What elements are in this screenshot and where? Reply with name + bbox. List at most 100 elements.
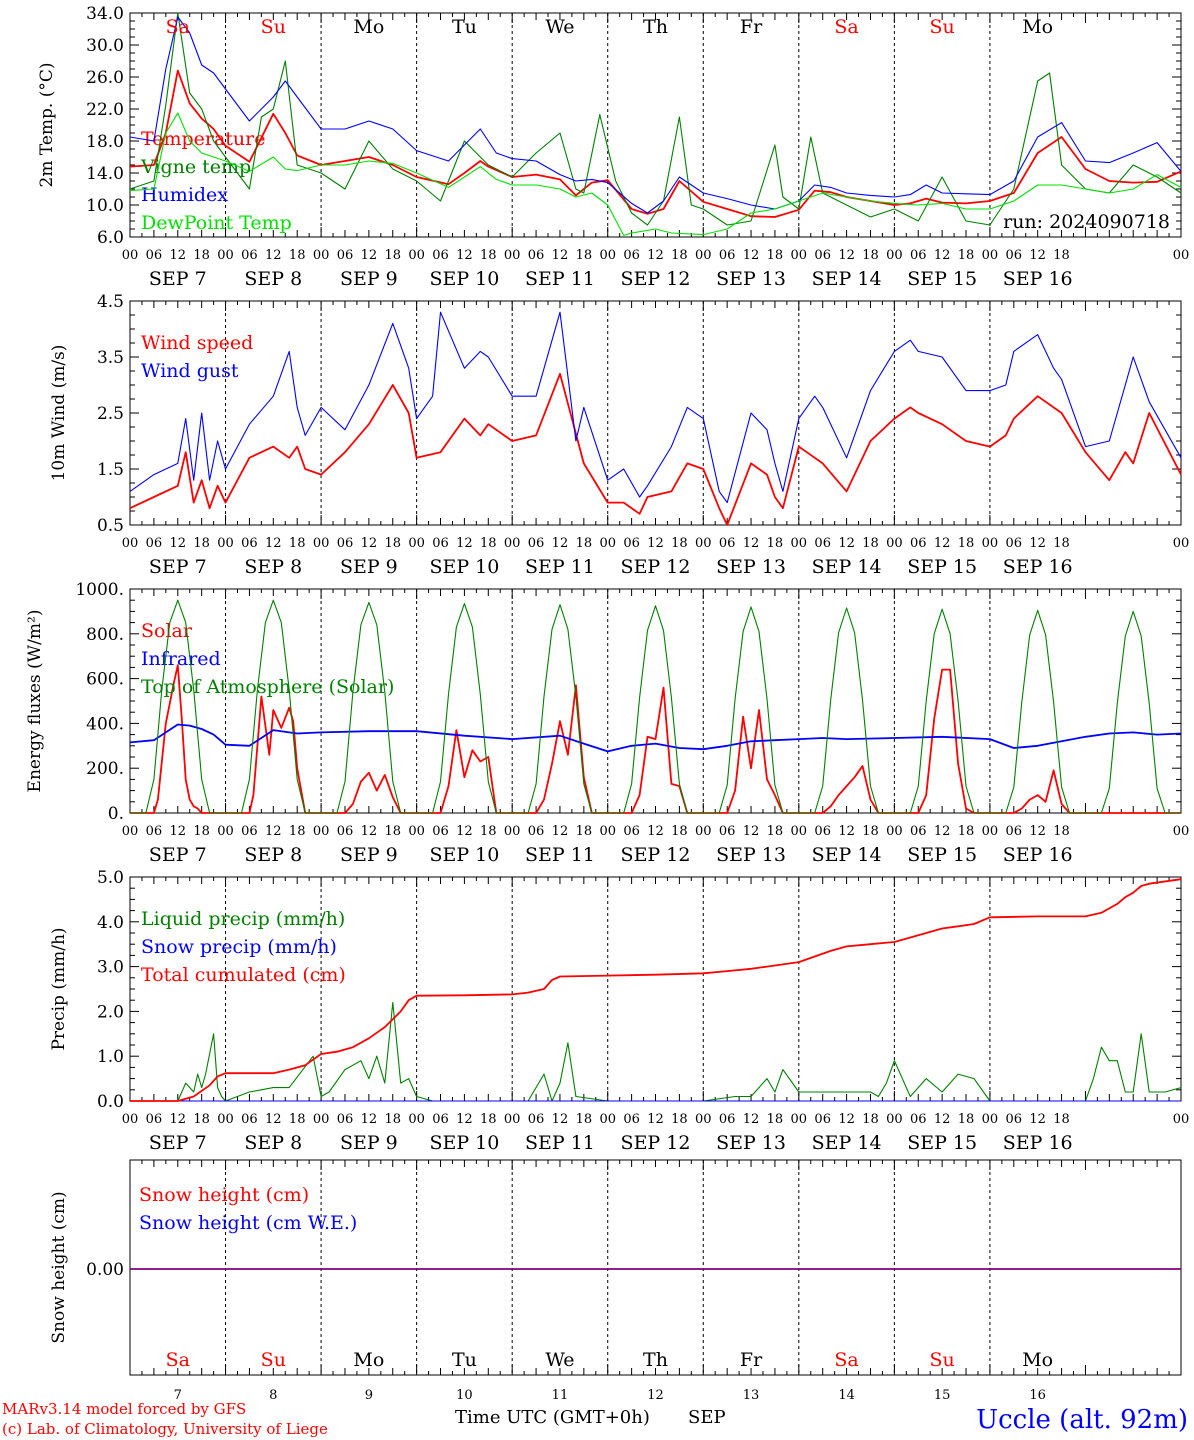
date-label: SEP 13 <box>716 1132 786 1154</box>
hour-tick-label: 00 <box>982 248 999 263</box>
hour-tick-label: 00 <box>695 536 712 551</box>
hour-tick-label: 12 <box>169 824 186 839</box>
y-tick-label: 0.5 <box>97 516 124 536</box>
hour-tick-label: 06 <box>719 536 736 551</box>
date-label: SEP 14 <box>812 556 882 578</box>
legend-entry: Temperature <box>141 128 265 150</box>
hour-tick-label: 06 <box>337 824 354 839</box>
hour-tick-label: 06 <box>1006 824 1023 839</box>
hour-tick-label: 06 <box>528 824 545 839</box>
weekday-label: Mo <box>1022 1349 1053 1371</box>
hour-tick-label: 18 <box>193 824 210 839</box>
date-label: SEP 10 <box>429 268 499 290</box>
hour-tick-label: 12 <box>743 248 760 263</box>
hour-tick-label: 00 <box>791 1112 808 1127</box>
y-tick-label: 4.5 <box>97 292 124 312</box>
hour-tick-label: 00 <box>886 536 903 551</box>
hour-tick-label: 00 <box>122 248 139 263</box>
hour-tick-label: 12 <box>265 1112 282 1127</box>
weekday-label: Tu <box>452 16 477 38</box>
hour-tick-label: 06 <box>814 824 831 839</box>
station-label: Uccle (alt. 92m) <box>976 1405 1188 1435</box>
hour-tick-label: 12 <box>647 824 664 839</box>
hour-tick-label: 18 <box>576 824 593 839</box>
hour-tick-label: 12 <box>265 824 282 839</box>
y-tick-label: 3.0 <box>97 958 124 978</box>
hour-tick-label: 18 <box>384 536 401 551</box>
hour-tick-label: 12 <box>265 536 282 551</box>
hour-tick-label: 00 <box>408 1112 425 1127</box>
hour-tick-label: 00 <box>504 1112 521 1127</box>
weekday-label: Su <box>930 1349 955 1371</box>
weekday-label: Su <box>261 16 286 38</box>
hour-tick-label: 06 <box>1006 248 1023 263</box>
hour-tick-label: 12 <box>1029 248 1046 263</box>
hour-tick-label: 06 <box>719 1112 736 1127</box>
weekday-label: Th <box>643 1349 668 1371</box>
day-number-label: 13 <box>743 1388 760 1403</box>
chart-panel-1: 6.0 10.0 14.0 18.0 22.0 26.0 30.0 34.0 2m Temp. … <box>37 4 1189 290</box>
hour-tick-label: 18 <box>1053 824 1070 839</box>
hour-tick-label: 12 <box>934 536 951 551</box>
day-number-label: 8 <box>269 1388 277 1403</box>
date-label: SEP 12 <box>621 556 691 578</box>
hour-tick-label: 00 <box>791 824 808 839</box>
date-label: SEP 12 <box>621 844 691 866</box>
series-line-infrared <box>129 723 1182 753</box>
date-label: SEP 16 <box>1003 268 1073 290</box>
hour-tick-label: 18 <box>289 824 306 839</box>
hour-tick-label: 18 <box>193 536 210 551</box>
series-line-wind-speed <box>129 372 1182 526</box>
hour-tick-label: 06 <box>814 1112 831 1127</box>
hour-tick-label: 00 <box>313 1112 330 1127</box>
hour-tick-label: 18 <box>576 1112 593 1127</box>
hour-tick-label: 12 <box>838 248 855 263</box>
date-label: SEP 13 <box>716 556 786 578</box>
hour-tick-label: 00 <box>217 1112 234 1127</box>
weekday-label: Mo <box>1022 16 1053 38</box>
hour-tick-label: 00 <box>217 824 234 839</box>
hour-tick-label: 06 <box>241 536 258 551</box>
date-label: SEP 7 <box>149 1132 207 1154</box>
hour-tick-label: 12 <box>552 536 569 551</box>
y-tick-label: 18.0 <box>86 132 124 152</box>
day-number-label: 9 <box>365 1388 373 1403</box>
hour-tick-label: 12 <box>934 248 951 263</box>
hour-tick-label: 18 <box>862 536 879 551</box>
hour-tick-label: 00 <box>886 1112 903 1127</box>
hour-tick-label: 12 <box>361 536 378 551</box>
hour-tick-label: 06 <box>432 536 449 551</box>
hour-tick-label: 00 <box>122 824 139 839</box>
chart-panel-5: 0.00 Snow height (cm) Snow height (cm) Snow… <box>49 1159 1182 1403</box>
x-axis-month: SEP <box>688 1407 726 1428</box>
hour-tick-label: 06 <box>814 536 831 551</box>
date-label: SEP 15 <box>907 556 977 578</box>
day-number-label: 15 <box>934 1388 951 1403</box>
hour-tick-label: 00 <box>695 1112 712 1127</box>
hour-tick-label: 12 <box>552 824 569 839</box>
hour-tick-label: 12 <box>456 824 473 839</box>
hour-tick-label: 18 <box>958 248 975 263</box>
date-label: SEP 15 <box>907 844 977 866</box>
weekday-label: Th <box>643 16 668 38</box>
legend-entry: Humidex <box>141 184 228 206</box>
hour-tick-label: 00 <box>791 248 808 263</box>
date-label: SEP 16 <box>1003 556 1073 578</box>
hour-tick-label: 06 <box>1006 1112 1023 1127</box>
date-label: SEP 7 <box>149 556 207 578</box>
hour-tick-label: 18 <box>480 248 497 263</box>
hour-tick-label: 00 <box>982 1112 999 1127</box>
hour-tick-label: 18 <box>1053 1112 1070 1127</box>
legend-entry: Liquid precip (mm/h) <box>141 908 345 930</box>
hour-tick-label: 18 <box>289 1112 306 1127</box>
y-tick-label: 4.0 <box>97 913 124 933</box>
day-number-label: 14 <box>838 1388 855 1403</box>
date-label: SEP 14 <box>812 268 882 290</box>
y-tick-label: 1000. <box>75 580 124 600</box>
hour-tick-label: 12 <box>265 248 282 263</box>
chart-panel-4: 0.0 1.0 2.0 3.0 4.0 5.0 Precip (mm/h) Liquid pr… <box>49 868 1189 1154</box>
hour-tick-label: 18 <box>767 536 784 551</box>
y-tick-label: 6.0 <box>97 228 124 248</box>
hour-tick-label: 06 <box>432 824 449 839</box>
hour-tick-label: 12 <box>456 1112 473 1127</box>
